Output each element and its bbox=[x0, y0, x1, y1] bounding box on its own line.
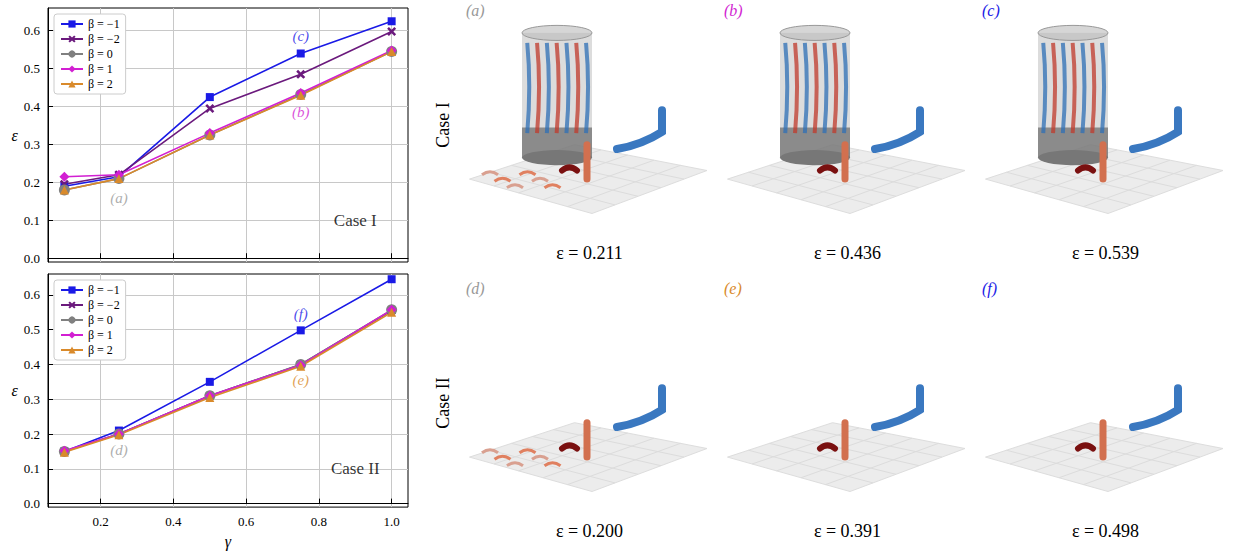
svg-text:β = −2: β = −2 bbox=[88, 298, 120, 312]
svg-text:(b): (b) bbox=[292, 104, 310, 121]
svg-text:(f): (f) bbox=[294, 306, 308, 323]
svg-text:0.6: 0.6 bbox=[24, 287, 41, 302]
html-text:ε = 0.391: ε = 0.391 bbox=[813, 521, 882, 541]
svg-text:1.0: 1.0 bbox=[384, 514, 400, 529]
svg-text:β = 1: β = 1 bbox=[88, 328, 113, 342]
svg-text:(a): (a) bbox=[110, 190, 128, 207]
svg-text:0.3: 0.3 bbox=[24, 392, 40, 407]
svg-text:β = 2: β = 2 bbox=[88, 77, 113, 91]
html-text:Case I: Case I bbox=[432, 102, 453, 148]
svg-text:0.8: 0.8 bbox=[311, 514, 327, 529]
svg-text:0.4: 0.4 bbox=[24, 99, 41, 114]
svg-text:Case II: Case II bbox=[331, 459, 380, 478]
svg-text:β = −1: β = −1 bbox=[88, 17, 120, 31]
svg-text:β = 0: β = 0 bbox=[88, 313, 113, 327]
svg-text:0.4: 0.4 bbox=[24, 357, 41, 372]
svg-text:β = −2: β = −2 bbox=[88, 32, 120, 46]
html-text:(f): (f) bbox=[982, 280, 998, 297]
svg-text:0.5: 0.5 bbox=[24, 61, 40, 76]
html-text:(b): (b) bbox=[724, 2, 743, 19]
svg-text:β = 2: β = 2 bbox=[88, 343, 113, 357]
svg-text:0.2: 0.2 bbox=[93, 514, 109, 529]
html-text:(a): (a) bbox=[466, 2, 485, 19]
html-text:ε = 0.211: ε = 0.211 bbox=[556, 243, 623, 263]
html-text:ε = 0.436: ε = 0.436 bbox=[813, 243, 882, 263]
svg-text:0.3: 0.3 bbox=[24, 137, 40, 152]
svg-text:γ: γ bbox=[225, 533, 232, 551]
svg-text:β = −1: β = −1 bbox=[88, 283, 120, 297]
svg-text:Case I: Case I bbox=[334, 211, 377, 230]
svg-text:0.0: 0.0 bbox=[24, 496, 40, 511]
svg-text:(c): (c) bbox=[292, 28, 309, 45]
html-text:(e): (e) bbox=[724, 280, 742, 297]
svg-text:0.1: 0.1 bbox=[24, 213, 40, 228]
html-text:(d): (d) bbox=[466, 280, 485, 297]
svg-text:0.2: 0.2 bbox=[24, 427, 40, 442]
html-text:ε = 0.200: ε = 0.200 bbox=[555, 521, 624, 541]
svg-text:β = 0: β = 0 bbox=[88, 47, 113, 61]
html-text:ε = 0.539: ε = 0.539 bbox=[1071, 243, 1140, 263]
svg-text:0.2: 0.2 bbox=[24, 175, 40, 190]
svg-text:(e): (e) bbox=[292, 372, 309, 389]
svg-text:β = 1: β = 1 bbox=[88, 62, 113, 76]
html-text:ε = 0.498: ε = 0.498 bbox=[1071, 521, 1140, 541]
svg-text:(d): (d) bbox=[110, 442, 128, 459]
html-text:Case II: Case II bbox=[432, 377, 453, 429]
svg-text:0.0: 0.0 bbox=[24, 251, 40, 266]
svg-text:0.1: 0.1 bbox=[24, 461, 40, 476]
svg-text:0.4: 0.4 bbox=[165, 514, 182, 529]
html-text:(c): (c) bbox=[982, 2, 1000, 19]
svg-text:0.6: 0.6 bbox=[24, 23, 41, 38]
svg-text:ε: ε bbox=[12, 127, 19, 144]
svg-text:0.5: 0.5 bbox=[24, 322, 40, 337]
svg-text:0.6: 0.6 bbox=[238, 514, 255, 529]
svg-text:ε: ε bbox=[12, 382, 19, 399]
